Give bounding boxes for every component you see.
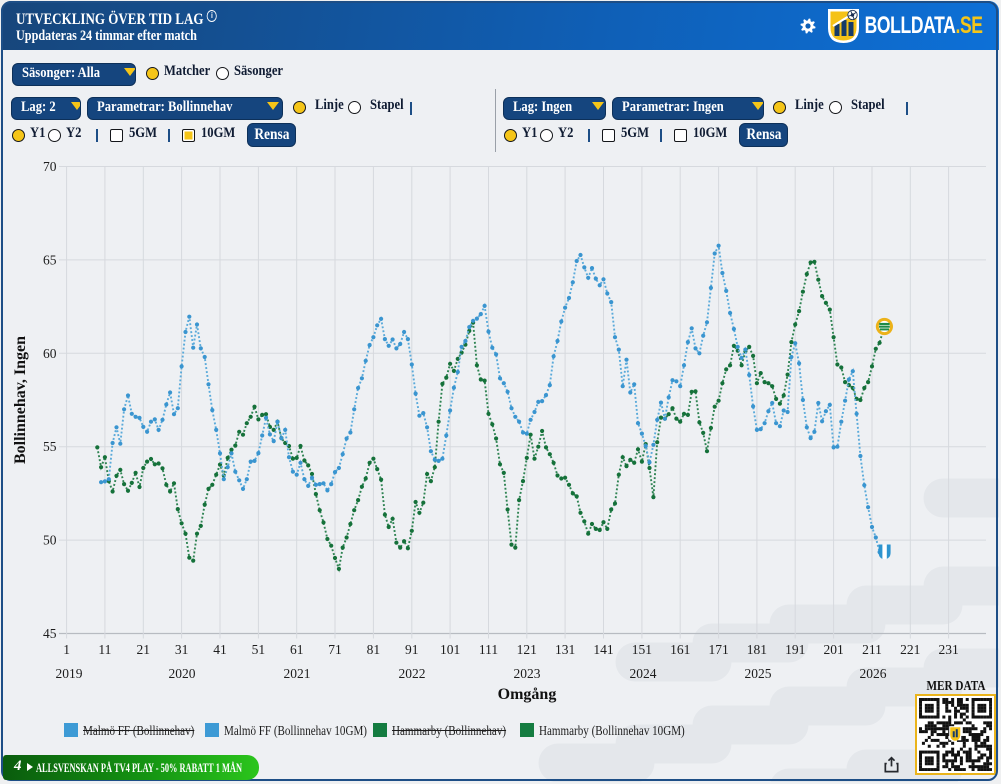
- svg-text:2021: 2021: [284, 666, 311, 681]
- svg-text:71: 71: [328, 642, 342, 657]
- svg-text:2023: 2023: [514, 666, 541, 681]
- svg-text:141: 141: [593, 642, 613, 657]
- svg-text:101: 101: [440, 642, 460, 657]
- svg-text:81: 81: [367, 642, 381, 657]
- svg-text:51: 51: [252, 642, 266, 657]
- svg-text:161: 161: [670, 642, 690, 657]
- svg-text:65: 65: [43, 252, 57, 267]
- svg-text:151: 151: [632, 642, 652, 657]
- svg-text:121: 121: [517, 642, 537, 657]
- svg-text:91: 91: [405, 642, 419, 657]
- svg-text:60: 60: [43, 346, 57, 361]
- svg-text:2024: 2024: [630, 666, 657, 681]
- svg-text:2020: 2020: [169, 666, 196, 681]
- svg-text:Bollinnehav, Ingen: Bollinnehav, Ingen: [12, 336, 29, 464]
- svg-text:2025: 2025: [745, 666, 772, 681]
- svg-text:211: 211: [862, 642, 882, 657]
- svg-text:2019: 2019: [56, 666, 83, 681]
- svg-text:70: 70: [43, 159, 57, 174]
- svg-text:45: 45: [43, 626, 57, 641]
- svg-text:2026: 2026: [860, 666, 887, 681]
- svg-text:1: 1: [63, 642, 70, 657]
- svg-text:201: 201: [823, 642, 843, 657]
- svg-text:21: 21: [137, 642, 151, 657]
- svg-text:61: 61: [290, 642, 304, 657]
- svg-text:31: 31: [175, 642, 189, 657]
- svg-text:41: 41: [213, 642, 227, 657]
- svg-text:131: 131: [555, 642, 575, 657]
- svg-text:191: 191: [785, 642, 805, 657]
- svg-text:221: 221: [900, 642, 920, 657]
- svg-text:Omgång: Omgång: [498, 686, 557, 703]
- svg-text:2022: 2022: [399, 666, 426, 681]
- svg-text:181: 181: [747, 642, 767, 657]
- svg-text:171: 171: [708, 642, 728, 657]
- svg-text:11: 11: [98, 642, 111, 657]
- svg-text:231: 231: [938, 642, 958, 657]
- svg-text:111: 111: [479, 642, 498, 657]
- svg-text:50: 50: [43, 533, 57, 548]
- svg-text:55: 55: [43, 439, 57, 454]
